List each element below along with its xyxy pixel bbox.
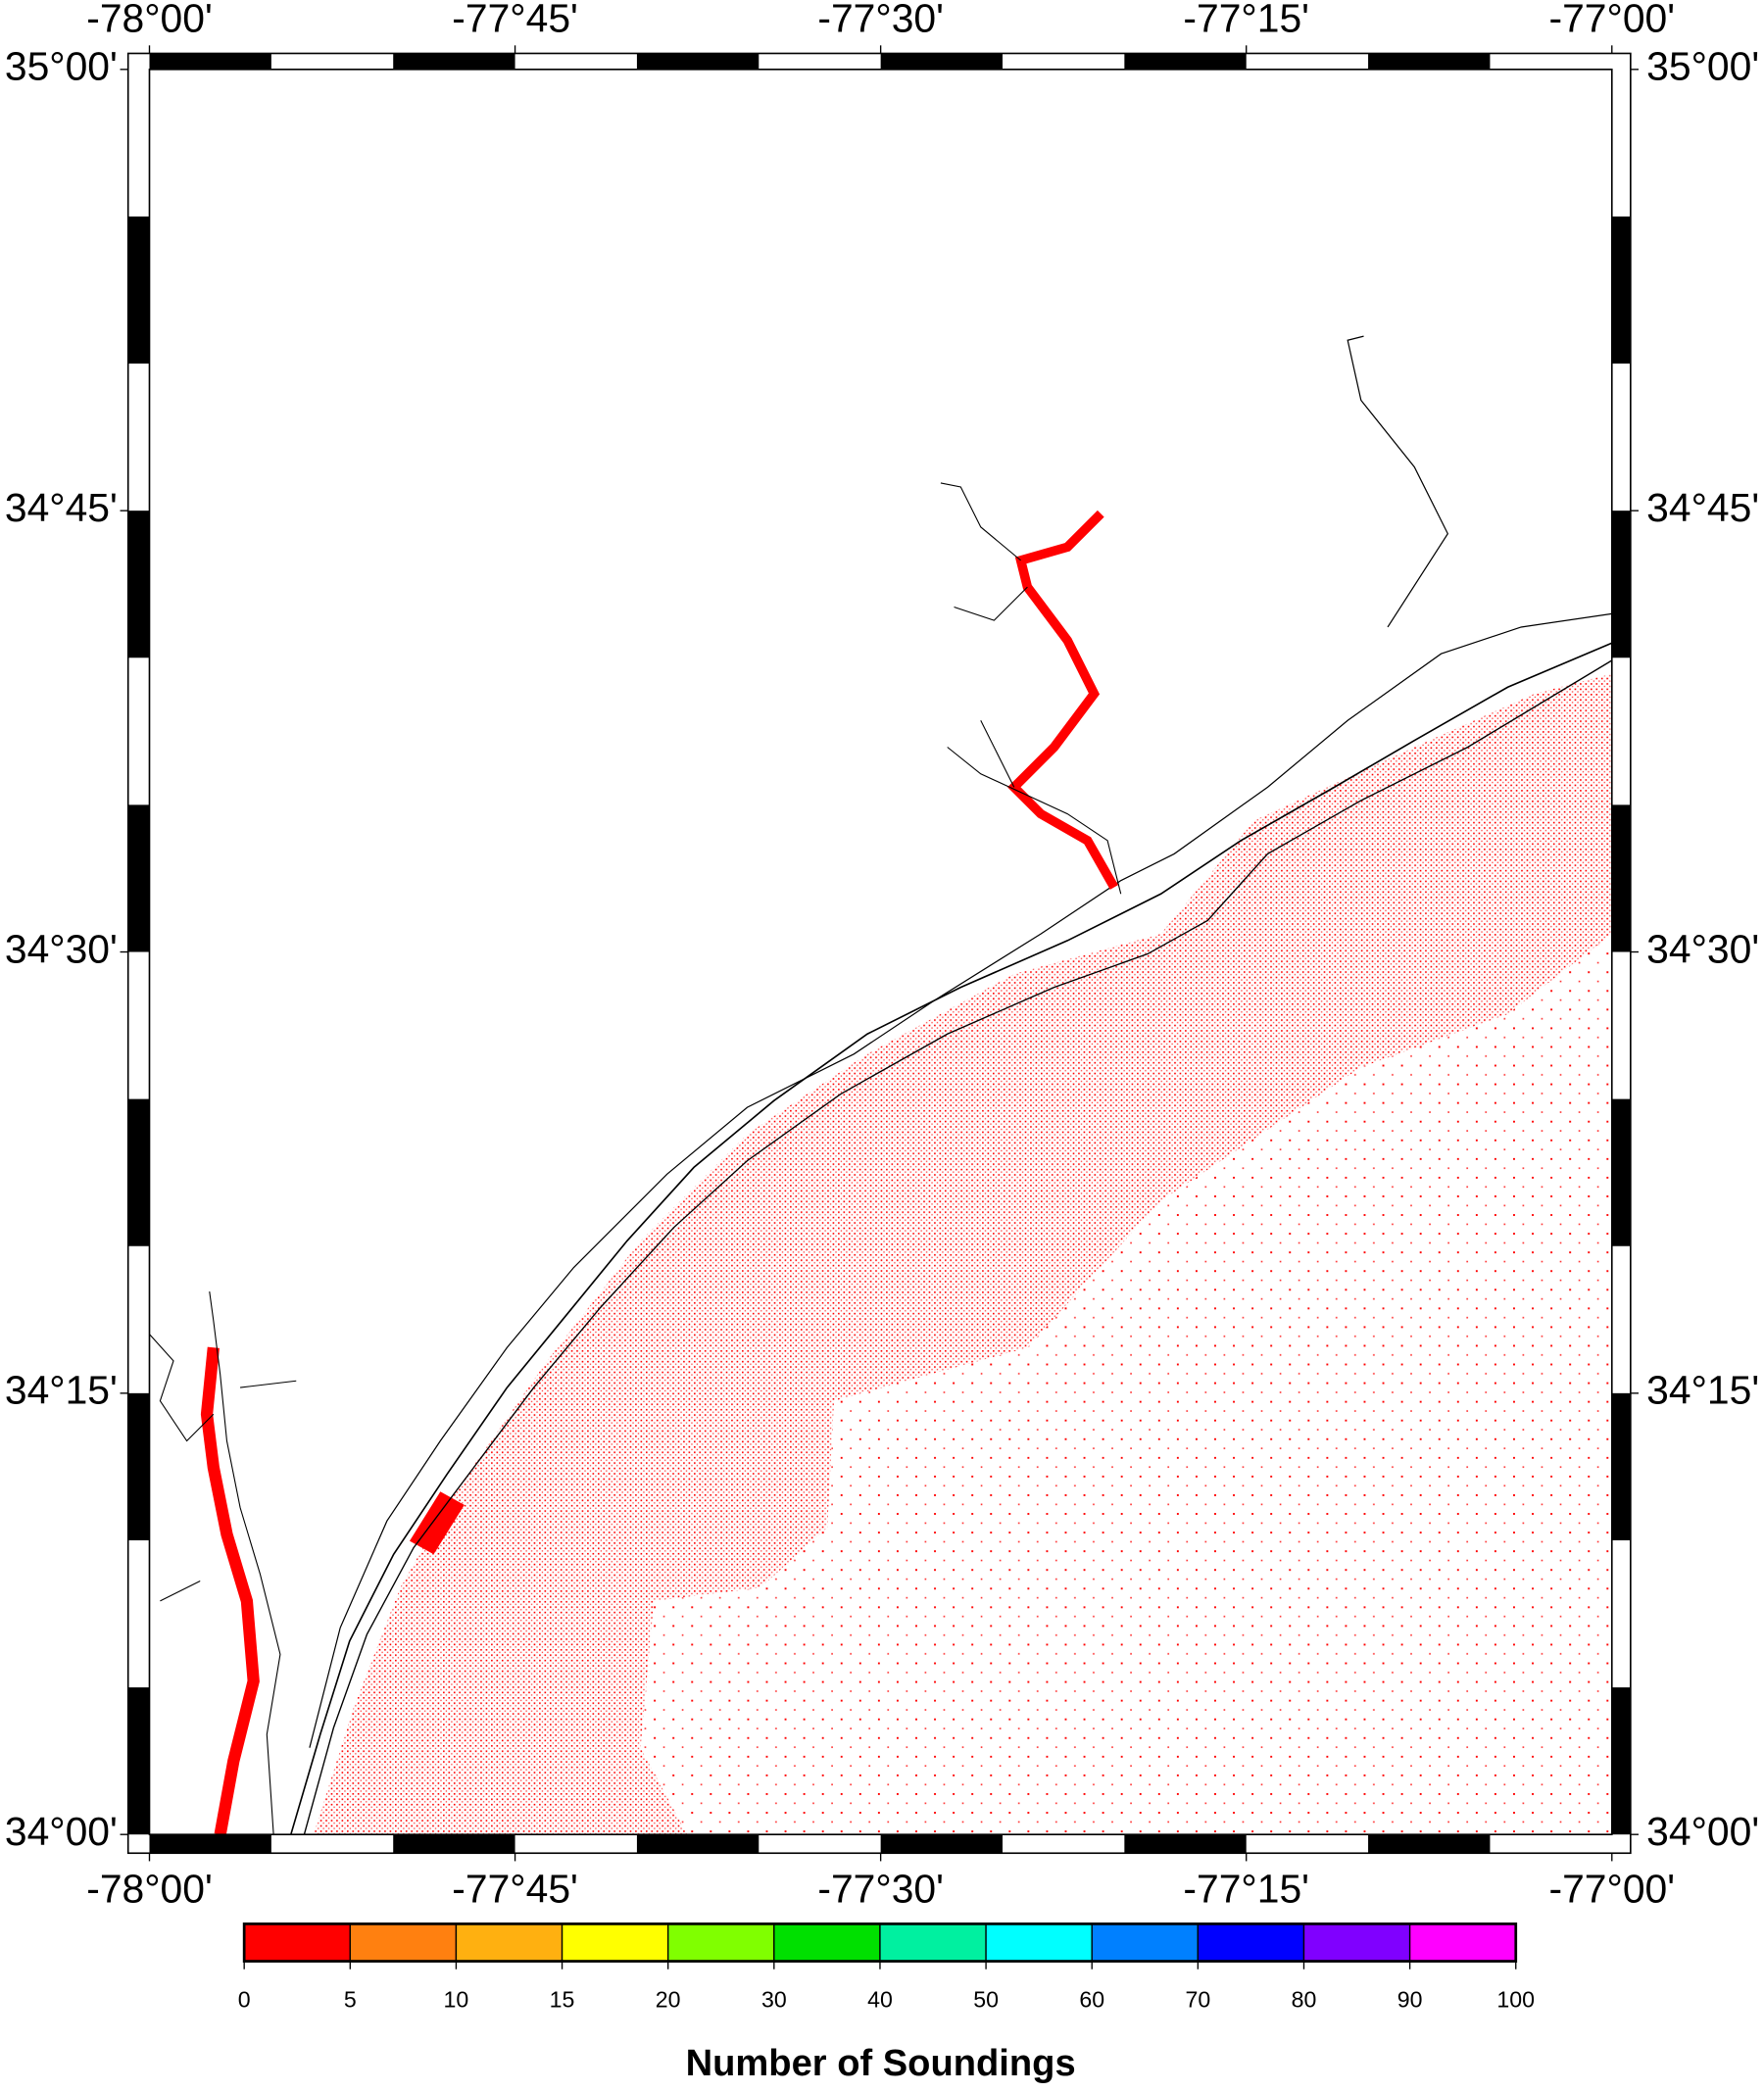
colorbar-title: Number of Soundings (686, 2042, 1076, 2084)
axes: -78°00' -78°00' -77°45' -77°45' -77°30' -77°3… (5, 0, 1759, 1912)
lat-tick-label: 34°15' (1646, 1368, 1759, 1413)
frame-bars (127, 53, 1631, 1854)
lon-tick-label: -77°45' (452, 1867, 578, 1912)
frame-segment (1124, 53, 1247, 70)
lon-tick-label: -77°00' (1549, 0, 1676, 41)
lat-tick-label: 34°30' (1646, 926, 1759, 971)
colorbar-tick-label: 60 (1079, 1986, 1104, 2012)
frame-segment (127, 1687, 150, 1835)
colorbar-tick-label: 90 (1397, 1986, 1423, 2012)
lat-tick-label: 34°15' (5, 1368, 118, 1413)
frame-segment (127, 804, 150, 952)
lat-tick-label: 34°45' (1646, 485, 1759, 530)
lat-tick-label: 34°45' (5, 485, 118, 530)
river-outline (149, 1290, 297, 1835)
frame-segment (1611, 1687, 1631, 1835)
lon-tick-label: -78°00' (86, 1867, 213, 1912)
coastline (290, 642, 1613, 1835)
colorbar-segment (985, 1922, 1093, 1963)
colorbar-tick-label: 80 (1292, 1986, 1317, 2012)
lon-tick-label: -77°30' (817, 0, 944, 41)
lon-tick-label: -77°15' (1183, 1867, 1309, 1912)
frame-segment (880, 1834, 1003, 1854)
lat-tick-label: 34°00' (5, 1809, 118, 1854)
colorbar-tick-label: 5 (344, 1986, 357, 2012)
frame-segment (636, 53, 760, 70)
colorbar-segment (1302, 1922, 1411, 1963)
frame-segment (1611, 216, 1631, 365)
frame-segment (149, 1834, 271, 1854)
colorbar-tick-label: 30 (761, 1986, 787, 2012)
inland-shore (309, 335, 1612, 1748)
colorbar-segment (1408, 1922, 1517, 1963)
colorbar-tick-label: 10 (444, 1986, 469, 2012)
lat-tick-label: 35°00' (5, 44, 118, 89)
frame-segment (393, 53, 515, 70)
barrier-island (303, 659, 1613, 1835)
frame-segment (636, 1834, 760, 1854)
frame-segment (1124, 1834, 1247, 1854)
frame-segment (1611, 1392, 1631, 1540)
colorbar-segment (773, 1922, 881, 1963)
colorbar-segment (243, 1922, 351, 1963)
lat-tick-label: 34°00' (1646, 1809, 1759, 1854)
colorbar-tick-label: 40 (867, 1986, 893, 2012)
frame-segment (127, 1392, 150, 1540)
lat-tick-label: 34°30' (5, 926, 118, 971)
colorbar-tick-label: 20 (656, 1986, 681, 2012)
frame-segment (1368, 53, 1491, 70)
estuary-outline (940, 482, 1122, 895)
colorbar-segment (1197, 1922, 1305, 1963)
frame-segment (149, 53, 271, 70)
frame-segment (1611, 804, 1631, 952)
colorbar: Number of Soundings 0 5 10 15 20 30 40 50 60 70 80… (238, 1922, 1535, 2084)
lon-tick-label: -77°15' (1183, 0, 1309, 41)
lon-tick-label: -77°45' (452, 0, 578, 41)
colorbar-segment (879, 1922, 987, 1963)
survey-block (410, 1491, 465, 1555)
lon-tick-label: -78°00' (86, 0, 213, 41)
frame-segment (1611, 1098, 1631, 1246)
colorbar-segment (1091, 1922, 1200, 1963)
frame-segment (127, 1098, 150, 1246)
colorbar-segment (667, 1922, 775, 1963)
frame-segment (127, 216, 150, 365)
frame-segment (393, 1834, 515, 1854)
colorbar-segment (455, 1922, 564, 1963)
colorbar-tick-label: 15 (550, 1986, 575, 2012)
colorbar-tick-label: 0 (238, 1986, 251, 2012)
colorbar-tick-label: 50 (973, 1986, 999, 2012)
estuary (1007, 510, 1119, 890)
lat-tick-label: 35°00' (1646, 44, 1759, 89)
frame-segment (127, 511, 150, 658)
lon-tick-label: -77°30' (817, 1867, 944, 1912)
river (200, 1346, 260, 1836)
frame-segment (880, 53, 1003, 70)
colorbar-segment (561, 1922, 669, 1963)
colorbar-tick-label: 70 (1185, 1986, 1210, 2012)
frame-segment (1368, 1834, 1491, 1854)
outer-frame (126, 52, 1632, 1855)
lon-tick-label: -77°00' (1549, 1867, 1676, 1912)
dense-soundings (313, 673, 1612, 1835)
frame-segment (1611, 511, 1631, 658)
colorbar-tick-label: 100 (1496, 1986, 1535, 2012)
colorbar-segment (349, 1922, 458, 1963)
sparse-soundings (640, 934, 1612, 1835)
map-content (149, 335, 1613, 1836)
